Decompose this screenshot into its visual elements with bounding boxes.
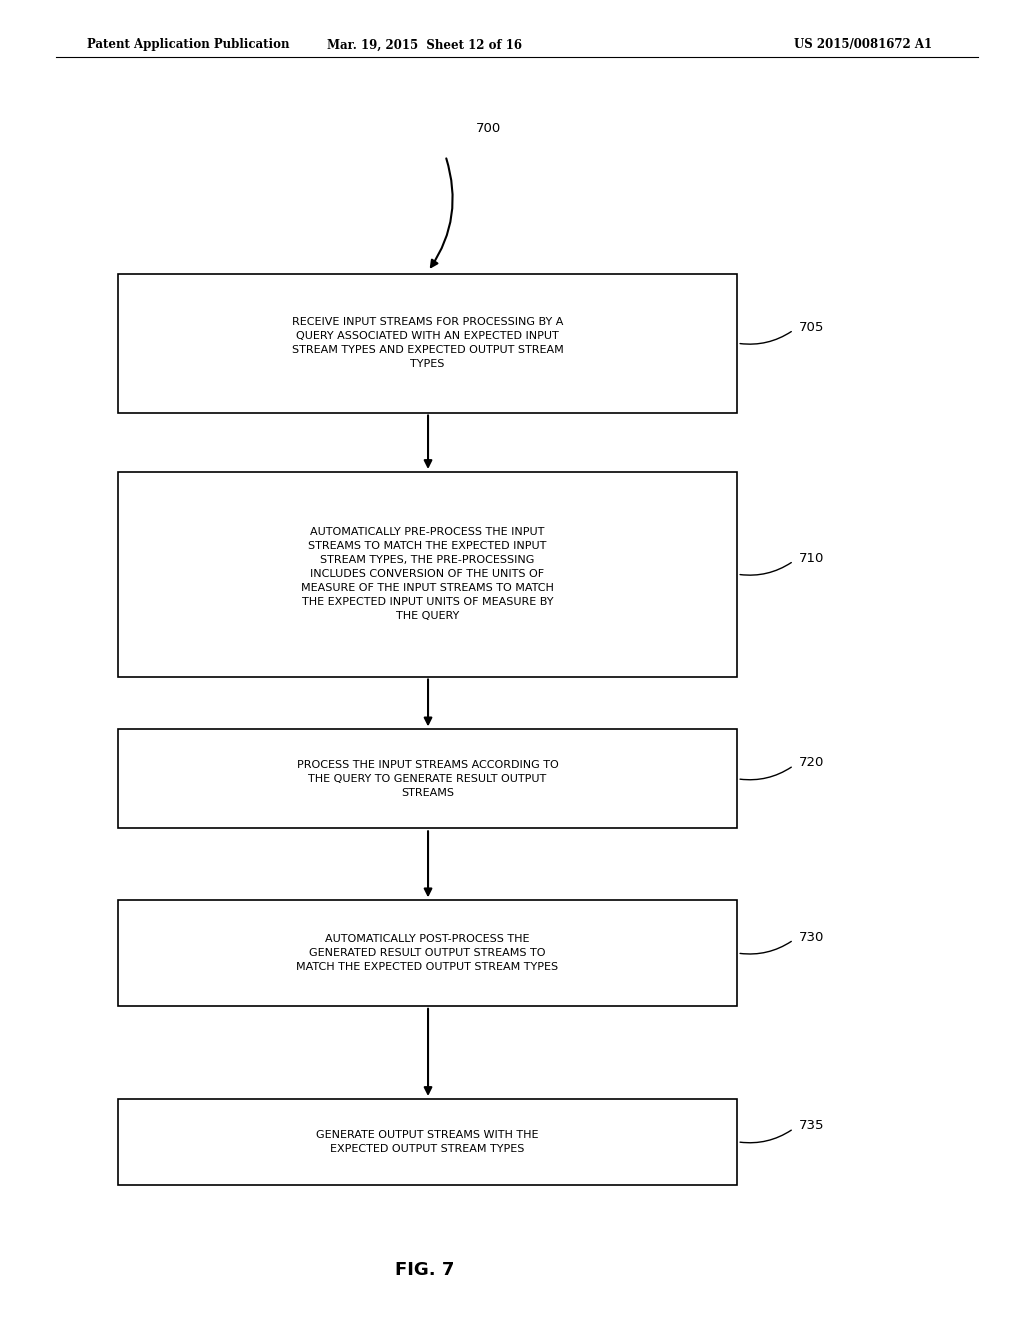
- Text: 700: 700: [476, 121, 502, 135]
- Text: 720: 720: [799, 756, 824, 770]
- Text: 710: 710: [799, 552, 824, 565]
- Text: 705: 705: [799, 321, 824, 334]
- FancyBboxPatch shape: [118, 473, 737, 677]
- Text: GENERATE OUTPUT STREAMS WITH THE
EXPECTED OUTPUT STREAM TYPES: GENERATE OUTPUT STREAMS WITH THE EXPECTE…: [316, 1130, 539, 1154]
- Text: 730: 730: [799, 931, 824, 944]
- FancyBboxPatch shape: [118, 1098, 737, 1185]
- Text: Patent Application Publication: Patent Application Publication: [87, 38, 290, 51]
- Text: 735: 735: [799, 1119, 824, 1133]
- Text: FIG. 7: FIG. 7: [395, 1261, 455, 1279]
- Text: PROCESS THE INPUT STREAMS ACCORDING TO
THE QUERY TO GENERATE RESULT OUTPUT
STREA: PROCESS THE INPUT STREAMS ACCORDING TO T…: [297, 760, 558, 797]
- Text: AUTOMATICALLY POST-PROCESS THE
GENERATED RESULT OUTPUT STREAMS TO
MATCH THE EXPE: AUTOMATICALLY POST-PROCESS THE GENERATED…: [297, 935, 558, 972]
- Text: AUTOMATICALLY PRE-PROCESS THE INPUT
STREAMS TO MATCH THE EXPECTED INPUT
STREAM T: AUTOMATICALLY PRE-PROCESS THE INPUT STRE…: [301, 527, 554, 622]
- Text: Mar. 19, 2015  Sheet 12 of 16: Mar. 19, 2015 Sheet 12 of 16: [328, 38, 522, 51]
- Text: RECEIVE INPUT STREAMS FOR PROCESSING BY A
QUERY ASSOCIATED WITH AN EXPECTED INPU: RECEIVE INPUT STREAMS FOR PROCESSING BY …: [292, 317, 563, 370]
- FancyBboxPatch shape: [118, 729, 737, 829]
- Text: US 2015/0081672 A1: US 2015/0081672 A1: [794, 38, 932, 51]
- FancyBboxPatch shape: [118, 900, 737, 1006]
- FancyBboxPatch shape: [118, 275, 737, 412]
